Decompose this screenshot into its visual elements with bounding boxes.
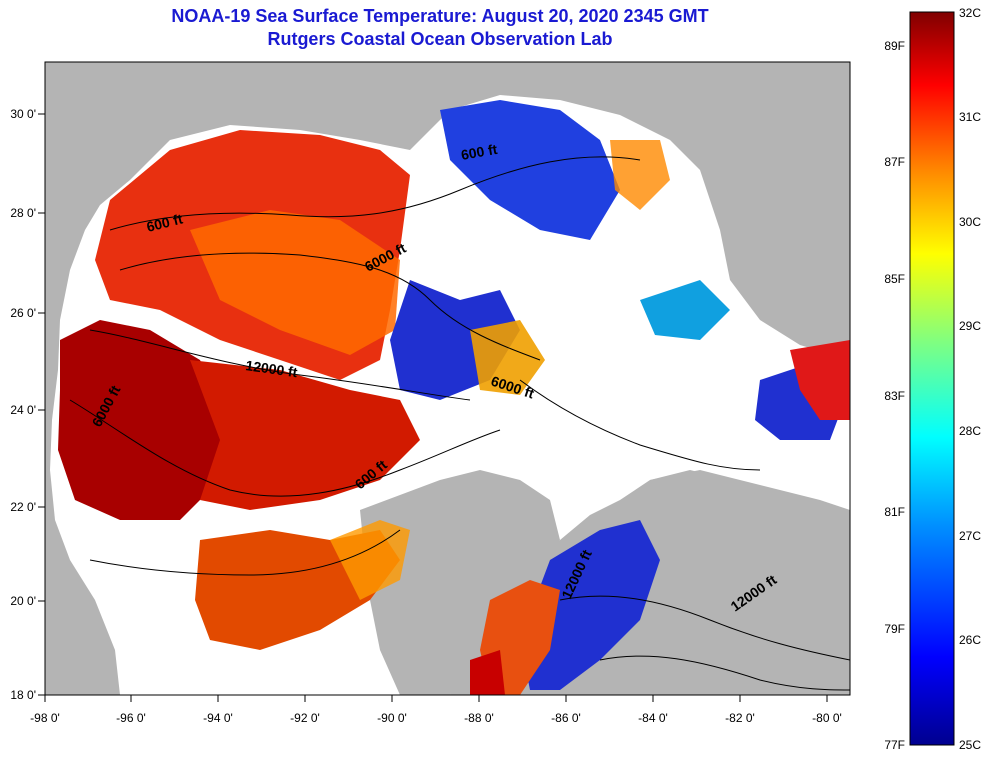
lon-label: -80 0' bbox=[812, 711, 842, 725]
fahrenheit-label: 85F bbox=[884, 272, 905, 286]
lon-label: -96 0' bbox=[116, 711, 146, 725]
fahrenheit-label: 83F bbox=[884, 389, 905, 403]
bathymetry-contours bbox=[69, 156, 850, 691]
celsius-label: 25C bbox=[959, 738, 981, 752]
cuba-land bbox=[650, 470, 850, 530]
celsius-label: 28C bbox=[959, 424, 981, 438]
fahrenheit-label: 89F bbox=[884, 39, 905, 53]
lat-label: 18 0' bbox=[10, 688, 36, 702]
fahrenheit-label: 79F bbox=[884, 622, 905, 636]
sst-eastern-gulf bbox=[390, 100, 850, 695]
lon-label: -90 0' bbox=[377, 711, 407, 725]
lon-label: -92 0' bbox=[290, 711, 320, 725]
lat-label: 24 0' bbox=[10, 403, 36, 417]
lat-label: 28 0' bbox=[10, 206, 36, 220]
lon-label: -84 0' bbox=[638, 711, 668, 725]
celsius-label: 32C bbox=[959, 6, 981, 20]
fahrenheit-label: 87F bbox=[884, 155, 905, 169]
fahrenheit-label: 81F bbox=[884, 505, 905, 519]
lat-label: 30 0' bbox=[10, 107, 36, 121]
map-frame bbox=[44, 61, 851, 696]
latitude-labels: 30 0' 28 0' 26 0' 24 0' 22 0' 20 0' 18 0… bbox=[10, 107, 36, 702]
map-title: NOAA-19 Sea Surface Temperature: August … bbox=[171, 6, 709, 26]
celsius-label: 26C bbox=[959, 633, 981, 647]
longitude-labels: -98 0' -96 0' -94 0' -92 0' -90 0' -88 0… bbox=[30, 711, 842, 725]
fahrenheit-label: 77F bbox=[884, 738, 905, 752]
lon-label: -82 0' bbox=[725, 711, 755, 725]
longitude-axis bbox=[44, 695, 828, 702]
celsius-label: 29C bbox=[959, 319, 981, 333]
latitude-axis bbox=[38, 113, 45, 696]
celsius-label: 30C bbox=[959, 215, 981, 229]
sst-western-gulf bbox=[58, 130, 420, 650]
lat-label: 22 0' bbox=[10, 500, 36, 514]
lon-label: -86 0' bbox=[551, 711, 581, 725]
contour-label: 12000 ft bbox=[245, 357, 299, 380]
colorbar-fahrenheit-labels: 89F 87F 85F 83F 81F 79F 77F bbox=[884, 39, 905, 752]
lon-label: -94 0' bbox=[203, 711, 233, 725]
lon-label: -98 0' bbox=[30, 711, 60, 725]
map-subtitle: Rutgers Coastal Ocean Observation Lab bbox=[267, 29, 613, 49]
lon-label: -88 0' bbox=[464, 711, 494, 725]
colorbar-celsius-labels: 32C 31C 30C 29C 28C 27C 26C 25C bbox=[959, 6, 981, 752]
florida-land bbox=[700, 62, 840, 345]
celsius-label: 31C bbox=[959, 110, 981, 124]
yucatan-land bbox=[360, 470, 560, 695]
celsius-label: 27C bbox=[959, 529, 981, 543]
lat-label: 20 0' bbox=[10, 594, 36, 608]
contour-label: 600 ft bbox=[460, 141, 499, 163]
colorbar bbox=[909, 11, 955, 746]
lat-label: 26 0' bbox=[10, 306, 36, 320]
